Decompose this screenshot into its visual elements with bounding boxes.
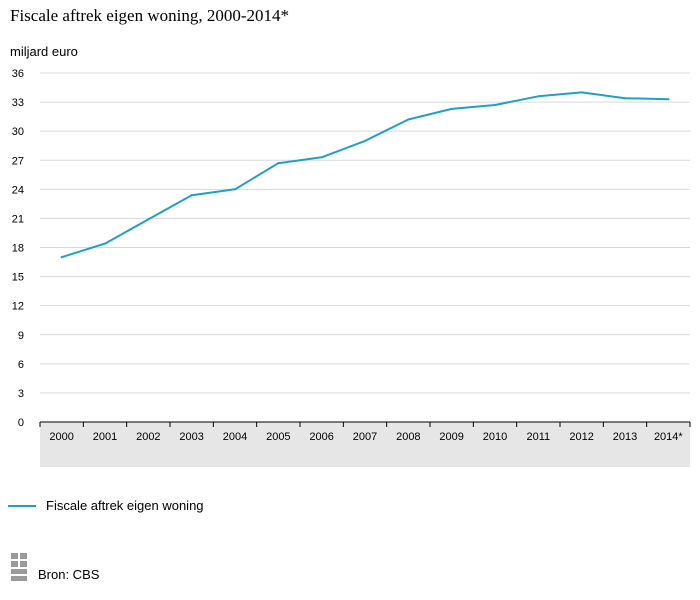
y-tick-label: 24 xyxy=(12,184,24,196)
data-point xyxy=(494,103,496,106)
x-axis-band xyxy=(40,422,690,467)
data-point xyxy=(580,91,583,94)
x-tick-label: 2006 xyxy=(309,431,333,443)
data-point xyxy=(450,107,453,110)
x-tick-label: 2005 xyxy=(266,431,290,443)
legend-line-swatch xyxy=(8,504,36,507)
y-tick-label: 33 xyxy=(12,97,24,109)
y-tick-label: 6 xyxy=(18,359,24,371)
x-tick-label: 2008 xyxy=(396,431,420,443)
y-tick-label: 36 xyxy=(12,68,24,80)
x-tick-label: 2000 xyxy=(49,431,73,443)
data-point xyxy=(190,194,193,197)
x-tick-label: 2002 xyxy=(136,431,160,443)
series-line xyxy=(60,91,670,259)
chart-title: Fiscale aftrek eigen woning, 2000-2014* xyxy=(10,6,290,25)
x-tick-label: 2001 xyxy=(93,431,117,443)
data-point xyxy=(147,218,150,221)
data-point xyxy=(667,98,670,101)
x-tick-label: 2014* xyxy=(654,431,683,443)
source-label: Bron: CBS xyxy=(38,567,100,582)
y-tick-label: 18 xyxy=(12,243,24,255)
data-point xyxy=(320,156,323,159)
legend-label: Fiscale aftrek eigen woning xyxy=(46,498,204,513)
y-tick-label: 15 xyxy=(12,272,24,284)
y-tick-label: 12 xyxy=(12,301,24,313)
x-tick-label: 2003 xyxy=(179,431,203,443)
x-tick-label: 2012 xyxy=(569,431,593,443)
x-tick-label: 2010 xyxy=(483,431,507,443)
y-tick-label: 30 xyxy=(12,126,24,138)
y-tick-label: 9 xyxy=(18,330,24,342)
x-tick-label: 2009 xyxy=(439,431,463,443)
data-point xyxy=(364,139,366,142)
data-point xyxy=(60,256,63,259)
data-point xyxy=(624,97,626,100)
y-tick-label: 27 xyxy=(12,155,24,167)
data-point xyxy=(537,95,540,98)
y-tick-label: 21 xyxy=(12,213,24,225)
x-tick-label: 2013 xyxy=(613,431,637,443)
legend: Fiscale aftrek eigen woning xyxy=(8,498,204,513)
cbs-logo-icon xyxy=(11,553,27,581)
x-tick-label: 2004 xyxy=(223,431,247,443)
data-point xyxy=(277,162,280,165)
data-point xyxy=(234,188,236,191)
data-point xyxy=(407,118,410,121)
x-tick-label: 2011 xyxy=(527,431,551,443)
y-tick-label: 3 xyxy=(18,388,24,400)
y-axis-unit-label: miljard euro xyxy=(10,44,78,59)
x-tick-label: 2007 xyxy=(353,431,377,443)
data-point xyxy=(104,242,106,245)
y-tick-label: 0 xyxy=(18,417,24,429)
source-note: Bron: CBS xyxy=(10,552,99,582)
